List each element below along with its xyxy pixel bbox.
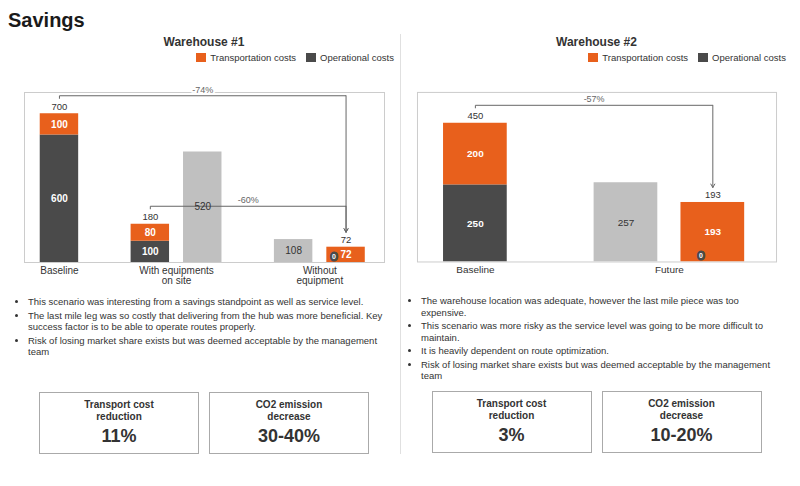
svg-text:0: 0 bbox=[332, 253, 336, 260]
html-text:Transportation costs: Transportation costs bbox=[210, 51, 297, 63]
svg-text:200: 200 bbox=[467, 148, 484, 159]
svg-text:450: 450 bbox=[467, 110, 483, 121]
svg-text:Withoutequipment: Withoutequipment bbox=[296, 265, 343, 286]
html-text:Warehouse #1: Warehouse #1 bbox=[163, 35, 245, 49]
html-text:3%: 3% bbox=[498, 425, 525, 446]
svg-text:-57%: -57% bbox=[584, 94, 605, 104]
html-text:The last mile leg was so costl: The last mile leg was so costly that del… bbox=[28, 309, 383, 332]
html-text:10-20%: 10-20% bbox=[650, 425, 713, 446]
svg-text:193: 193 bbox=[704, 226, 721, 237]
html-text:11%: 11% bbox=[101, 426, 137, 446]
html-text:Risk of losing market share ex: Risk of losing market share exists but w… bbox=[28, 334, 377, 357]
svg-text:Baseline: Baseline bbox=[40, 265, 79, 276]
html-text:Warehouse #2: Warehouse #2 bbox=[556, 35, 637, 49]
svg-text:257: 257 bbox=[618, 217, 635, 228]
html-text:Operational costs: Operational costs bbox=[320, 51, 394, 63]
svg-text:700: 700 bbox=[52, 101, 68, 112]
svg-text:100: 100 bbox=[51, 119, 68, 130]
html-text:This scenario was more risky a: This scenario was more risky as the serv… bbox=[421, 320, 763, 343]
html-text:Operational costs: Operational costs bbox=[712, 51, 786, 63]
svg-text:193: 193 bbox=[705, 189, 721, 200]
html-text:Risk of losing market share ex: Risk of losing market share exists but w… bbox=[421, 358, 770, 382]
svg-text:-60%: -60% bbox=[238, 195, 259, 205]
svg-text:Baseline: Baseline bbox=[456, 264, 495, 275]
svg-text:Future: Future bbox=[655, 264, 684, 275]
svg-text:600: 600 bbox=[51, 193, 68, 204]
html-text:30-40%: 30-40% bbox=[258, 426, 320, 446]
svg-text:-74%: -74% bbox=[192, 85, 213, 95]
svg-text:108: 108 bbox=[285, 245, 302, 256]
html-text:Transport cost reduction: Transport cost reduction bbox=[476, 398, 547, 422]
svg-text:With equipmentson site: With equipmentson site bbox=[139, 265, 213, 286]
svg-text:250: 250 bbox=[467, 218, 484, 229]
svg-text:180: 180 bbox=[142, 211, 158, 222]
html-text:Savings: Savings bbox=[8, 9, 85, 31]
html-text:CO2 emission decrease: CO2 emission decrease bbox=[255, 399, 323, 422]
html-text:CO2 emission decrease: CO2 emission decrease bbox=[648, 398, 715, 422]
svg-text:80: 80 bbox=[145, 227, 157, 238]
html-text:Transport cost reduction: Transport cost reduction bbox=[84, 399, 154, 422]
svg-text:72: 72 bbox=[340, 249, 352, 260]
svg-text:0: 0 bbox=[699, 252, 703, 259]
svg-text:100: 100 bbox=[142, 246, 159, 257]
html-text:The warehouse location was ade: The warehouse location was adequate, how… bbox=[421, 295, 739, 318]
svg-text:72: 72 bbox=[341, 234, 352, 245]
html-text:It is heavily dependent on rou: It is heavily dependent on route optimiz… bbox=[421, 345, 609, 357]
svg-text:520: 520 bbox=[194, 201, 211, 212]
html-text:Transportation costs: Transportation costs bbox=[602, 51, 689, 63]
html-text:This scenario was interesting: This scenario was interesting from a sav… bbox=[28, 296, 364, 307]
